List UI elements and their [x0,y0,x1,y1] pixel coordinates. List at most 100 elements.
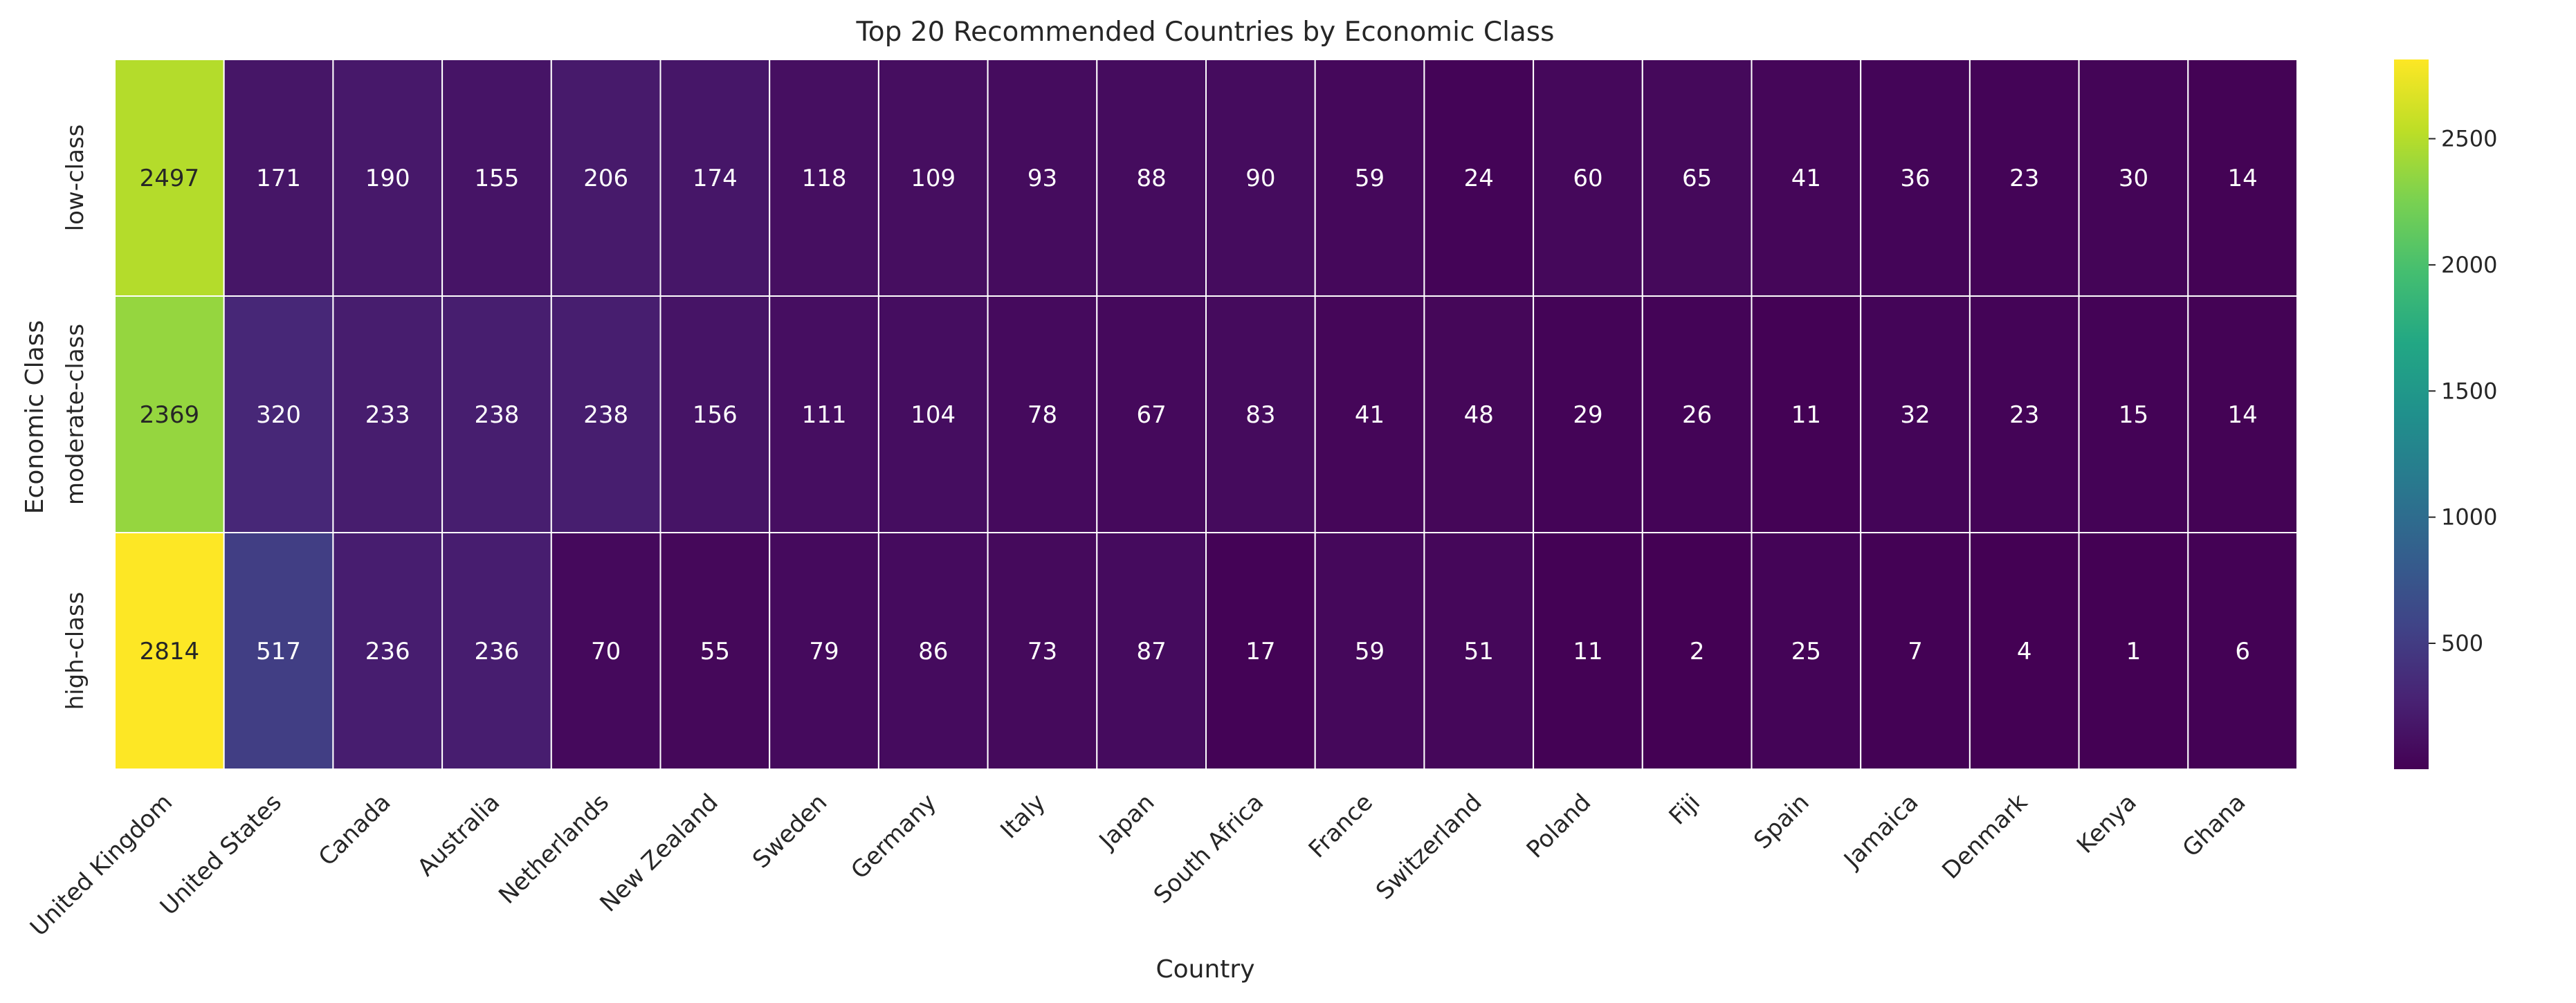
cell-value-label: 51 [1464,638,1494,665]
cell-value-label: 238 [583,401,628,429]
heatmap-cell [1641,295,1753,533]
cell-value-label: 7 [1908,638,1923,665]
heatmap-cell [223,295,334,533]
x-tick-label: South Africa [1149,789,1269,909]
heatmap-cell [114,295,225,533]
cell-value-label: 2497 [140,165,200,192]
heatmap-cell [1751,59,1862,297]
cell-value-label: 320 [256,401,301,429]
cell-value-label: 79 [809,638,839,665]
cell-value-label: 17 [1245,638,1275,665]
heatmap-cell [877,295,989,533]
heatmap-cell [877,532,989,770]
y-tick-labels: low-class moderate-class high-class [62,125,89,710]
heatmap-cell [1860,532,1971,770]
heatmap-cell [332,295,444,533]
cell-value-label: 238 [474,401,519,429]
cell-value-label: 156 [693,401,738,429]
cell-value-label: 90 [1245,165,1275,192]
cell-value-label: 2814 [140,638,200,665]
cell-value-label: 14 [2228,401,2258,429]
heatmap-cell [1860,59,1971,297]
x-tick-label: Jamaica [1838,789,1924,874]
cell-value-label: 2 [1690,638,1705,665]
heatmap-cell [2187,59,2299,297]
heatmap-cell [2187,532,2299,770]
x-tick-label: Denmark [1937,789,2033,885]
heatmap-cell [223,59,334,297]
cell-value-label: 2369 [140,401,200,429]
y-tick-label: moderate-class [62,324,89,505]
cell-value-label: 59 [1355,165,1385,192]
heatmap-cell [550,532,661,770]
colorbar-tick-label: 2500 [2441,126,2497,152]
x-tick-label: Poland [1522,789,1597,864]
cell-value-label: 29 [1573,401,1602,429]
heatmap-cell [550,59,661,297]
heatmap-cell [1751,295,1862,533]
cell-value-label: 41 [1791,165,1821,192]
cell-value-label: 24 [1464,165,1494,192]
cell-value-label: 83 [1245,401,1275,429]
colorbar-tick-label: 1500 [2441,378,2497,404]
heatmap-cell [1096,532,1207,770]
heatmap-cell [223,532,334,770]
cell-value-label: 111 [802,401,847,429]
cell-value-label: 60 [1573,165,1602,192]
cell-value-label: 41 [1355,401,1385,429]
x-tick-label: Sweden [747,789,832,874]
heatmap-cell [1205,532,1316,770]
heatmap-cell [2078,295,2189,533]
cell-value-label: 1 [2126,638,2141,665]
cell-value-label: 236 [365,638,410,665]
x-tick-label: United Kingdom [25,789,178,941]
x-tick-label: Ghana [2177,789,2251,863]
colorbar-gradient [2394,59,2429,769]
x-tick-label: Fiji [1664,789,1706,830]
cell-value-label: 155 [474,165,519,192]
heatmap-cell [550,295,661,533]
cell-value-label: 236 [474,638,519,665]
colorbar: 500 1000 1500 2000 2500 [2394,59,2497,769]
cell-value-label: 233 [365,401,410,429]
x-tick-label: Switzerland [1371,789,1488,905]
cell-value-label: 65 [1682,165,1712,192]
heatmap-cell [1314,59,1425,297]
x-tick-label: Kenya [2072,789,2142,859]
heatmap-cell [1968,59,2080,297]
cell-value-label: 6 [2235,638,2250,665]
cell-value-label: 93 [1027,165,1057,192]
cell-value-label: 11 [1573,638,1602,665]
y-tick-label: low-class [62,125,89,232]
cell-value-label: 67 [1137,401,1167,429]
x-tick-label: Canada [313,789,396,872]
colorbar-tick-label: 2000 [2441,252,2497,278]
heatmap-cell [659,532,771,770]
cell-value-label: 86 [918,638,948,665]
cell-value-label: 206 [583,165,628,192]
cell-value-label: 88 [1137,165,1167,192]
cell-value-label: 171 [256,165,301,192]
heatmap-cell [114,532,225,770]
chart-title: Top 20 Recommended Countries by Economic… [856,17,1555,48]
colorbar-tick-label: 500 [2441,630,2483,656]
cell-value-label: 23 [2009,165,2039,192]
x-tick-label: France [1304,789,1378,863]
heatmap-cells: 2497 171 190 155 206 174 118 109 93 88 90 59 24 60 65 4… [114,59,2299,770]
cell-value-label: 15 [2119,401,2148,429]
heatmap-cell [2078,59,2189,297]
cell-value-label: 32 [1900,401,1930,429]
cell-value-label: 109 [911,165,956,192]
heatmap-cell [1423,532,1535,770]
cell-value-label: 104 [911,401,956,429]
x-tick-label: Germany [846,789,942,885]
cell-value-label: 73 [1027,638,1057,665]
cell-value-label: 517 [256,638,301,665]
heatmap-cell [114,59,225,297]
x-axis-label: Country [1155,955,1254,984]
heatmap-cell [1968,295,2080,533]
heatmap-cell [2078,532,2189,770]
heatmap-cell [1423,59,1535,297]
